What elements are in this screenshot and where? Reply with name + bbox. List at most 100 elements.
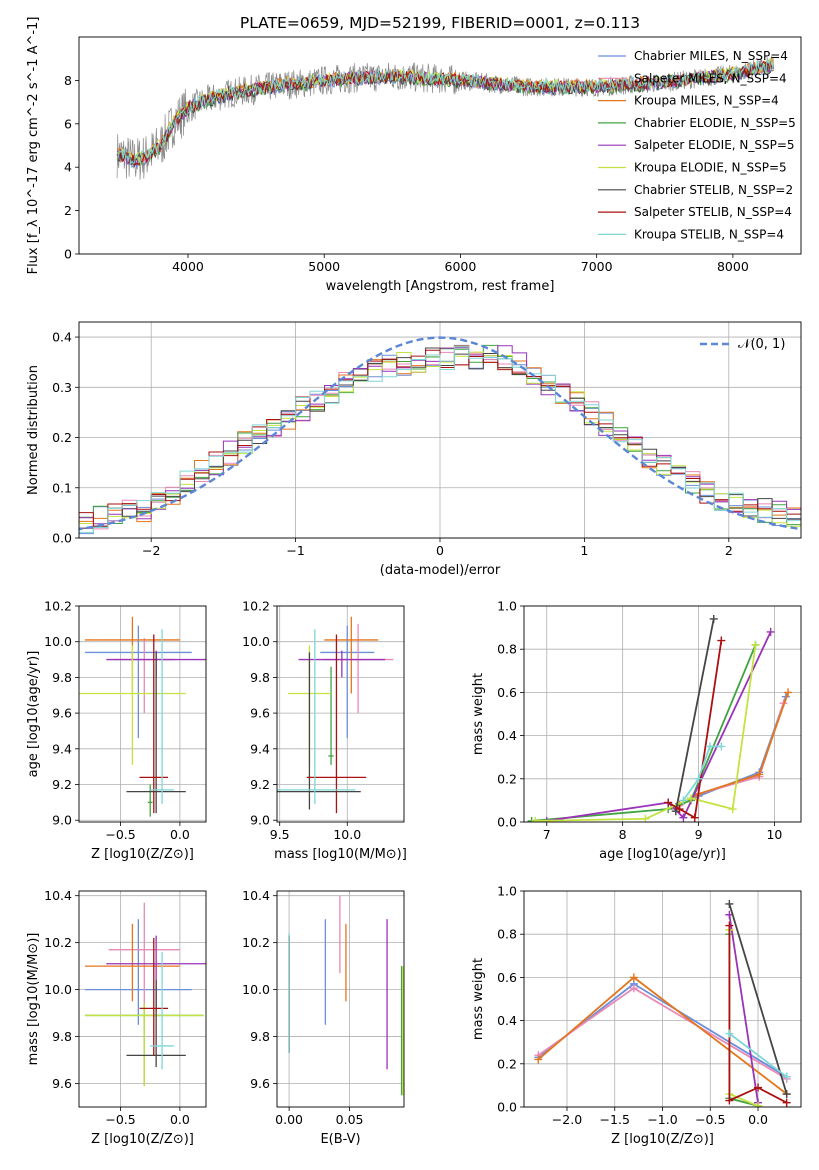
weight-marker xyxy=(751,640,760,649)
y-tick-label: 9.8 xyxy=(250,670,270,685)
figure-title: PLATE=0659, MJD=52199, FIBERID=0001, z=0… xyxy=(240,14,640,32)
x-tick-label: 4000 xyxy=(172,259,204,274)
weight-lines xyxy=(534,899,791,1107)
x-axis-label: E(B-V) xyxy=(320,1132,360,1147)
axes-frame xyxy=(78,36,802,255)
axes-frame xyxy=(276,890,405,1108)
errorbars xyxy=(79,616,206,817)
weight-marker xyxy=(728,805,737,814)
y-tick-label: 10.2 xyxy=(242,599,270,614)
errorbars xyxy=(84,902,206,1086)
y-tick-label: 9.0 xyxy=(250,813,270,828)
y-tick-label: 9.6 xyxy=(52,706,72,721)
weight-marker xyxy=(766,627,775,636)
y-tick-label: 9.0 xyxy=(52,813,72,828)
histogram-series xyxy=(79,346,801,533)
y-tick-label: 1.0 xyxy=(497,884,517,899)
y-tick-label: 10.2 xyxy=(44,935,72,950)
x-tick-label: 7 xyxy=(543,827,551,842)
y-tick-label: 0.2 xyxy=(497,771,517,786)
weight-marker xyxy=(782,1090,791,1099)
weight-marker xyxy=(686,794,695,803)
x-tick-label: 9.5 xyxy=(270,827,290,842)
legend-label: Kroupa MILES, N_SSP=4 xyxy=(634,94,779,108)
y-tick-label: 10.0 xyxy=(44,634,72,649)
x-tick-label: 1 xyxy=(580,543,588,558)
chart-residuals: −2 −1 0 1 2 0.0 0.1 0.2 0.3 0.4 (data-model)/error… xyxy=(26,321,802,578)
y-tick-label: 10.2 xyxy=(44,599,72,614)
plots-layer: 4000 5000 6000 7000 8000 0 2 4 6 8 wavelength [Ang… xyxy=(26,17,802,1147)
y-axis-label: mass weight xyxy=(471,673,486,755)
y-tick-label: 9.4 xyxy=(250,741,270,756)
legend-label: Chabrier ELODIE, N_SSP=5 xyxy=(634,116,796,130)
y-tick-label: 2 xyxy=(64,203,72,218)
weight-marker xyxy=(782,1098,791,1107)
x-axis-label: wavelength [Angstrom, rest frame] xyxy=(326,279,555,294)
chart-mass_vs_Z: −0.5 0.0 9.6 9.8 10.0 10.2 10.4 Z [log10(Z/Z⊙)]… xyxy=(26,888,207,1147)
spectrum-traces xyxy=(116,56,775,180)
x-tick-label: 6000 xyxy=(445,259,477,274)
x-tick-label: −2 xyxy=(142,543,160,558)
chart-age_vs_mass: 9.5 10.0 9.0 9.2 9.4 9.6 9.8 10.0 10.2 mass [log1… xyxy=(242,599,407,863)
y-tick-label: 9.2 xyxy=(250,777,270,792)
weight-marker xyxy=(690,813,699,822)
y-tick-label: 6 xyxy=(64,116,72,131)
legend-label: Salpeter MILES, N_SSP=4 xyxy=(634,71,787,85)
chart-spectrum: 4000 5000 6000 7000 8000 0 2 4 6 8 wavelength [Ang… xyxy=(26,17,802,294)
x-tick-label: 7000 xyxy=(581,259,613,274)
y-tick-label: 0.1 xyxy=(52,480,72,495)
weight-marker xyxy=(782,1072,791,1081)
y-tick-label: 9.6 xyxy=(250,1076,270,1091)
y-tick-label: 9.6 xyxy=(250,706,270,721)
x-tick-label: 0.05 xyxy=(336,1112,364,1127)
y-tick-label: 0.0 xyxy=(497,1100,517,1115)
axes-frame xyxy=(78,605,207,823)
x-axis-label: (data-model)/error xyxy=(380,563,501,578)
y-tick-label: 9.2 xyxy=(52,777,72,792)
legend: Chabrier MILES, N_SSP=4 Salpeter MILES, N… xyxy=(598,49,796,241)
weight-line xyxy=(728,914,759,1103)
y-axis-label: Flux [f_λ 10^-17 erg cm^-2 s^-1 A^-1] xyxy=(26,17,41,275)
weight-line xyxy=(728,925,788,1104)
x-tick-label: −1.0 xyxy=(647,1112,677,1127)
weight-marker xyxy=(755,770,764,779)
chart-mass_vs_ebv: 0.00 0.05 9.6 9.8 10.0 10.2 10.4 E(B-V) xyxy=(242,888,405,1147)
y-tick-label: 4 xyxy=(64,160,72,175)
weight-marker xyxy=(534,1055,543,1064)
y-axis-label: mass weight xyxy=(471,958,486,1040)
y-tick-label: 10.0 xyxy=(242,634,270,649)
weight-marker xyxy=(725,1029,734,1038)
legend-label: 𝒩(0, 1) xyxy=(738,337,785,352)
x-axis-label: Z [log10(Z/Z⊙)] xyxy=(611,1132,714,1147)
x-axis-label: Z [log10(Z/Z⊙)] xyxy=(91,1132,194,1147)
x-tick-label: −2.0 xyxy=(552,1112,582,1127)
normal-curve xyxy=(79,336,801,531)
weight-marker xyxy=(705,742,714,751)
legend-label: Salpeter STELIB, N_SSP=4 xyxy=(634,205,792,219)
weight-marker xyxy=(725,921,734,930)
y-tick-label: 0.2 xyxy=(497,1056,517,1071)
model-trace xyxy=(116,59,774,166)
x-tick-label: 0.0 xyxy=(170,1112,190,1127)
y-tick-label: 10.2 xyxy=(242,935,270,950)
weight-marker xyxy=(725,1096,734,1105)
x-tick-label: −0.5 xyxy=(105,827,135,842)
y-tick-label: 9.4 xyxy=(52,741,72,756)
legend-label: Kroupa STELIB, N_SSP=4 xyxy=(634,227,784,241)
y-tick-label: 10.4 xyxy=(242,888,270,903)
weight-marker xyxy=(784,688,793,697)
y-axis-label: Normed distribution xyxy=(26,365,41,495)
y-tick-label: 0.8 xyxy=(497,927,517,942)
y-tick-label: 1.0 xyxy=(497,599,517,614)
x-tick-label: 10 xyxy=(766,827,782,842)
weight-marker xyxy=(717,742,726,751)
legend-label: Kroupa ELODIE, N_SSP=5 xyxy=(634,161,787,175)
weight-line xyxy=(546,631,772,822)
weight-marker xyxy=(679,813,688,822)
errorbars xyxy=(288,895,404,1096)
x-tick-label: 2 xyxy=(725,543,733,558)
x-tick-label: 0 xyxy=(436,543,444,558)
histograms xyxy=(79,336,801,536)
y-tick-label: 0.6 xyxy=(497,970,517,985)
